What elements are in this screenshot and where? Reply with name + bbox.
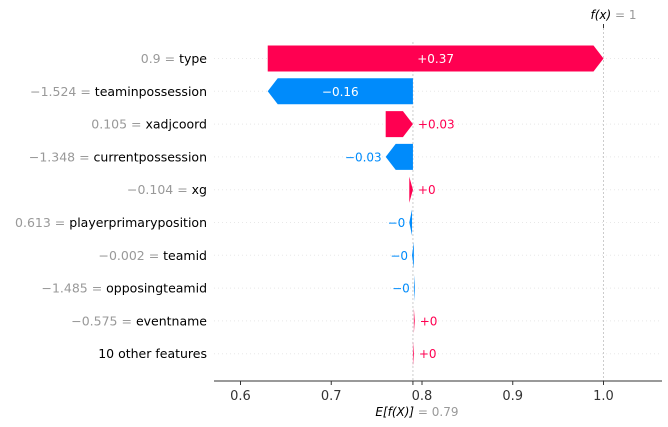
feature-label: 10 other features xyxy=(98,346,207,361)
feature-value: −1.485 = xyxy=(41,281,106,296)
feature-label: 0.105 = xadjcoord xyxy=(91,117,207,132)
contribution-bars: +0.37 −0.16 +0.03 −0.03 +0 −0 −0 −0 +0 +0 xyxy=(267,45,604,367)
feature-label: −1.524 = teaminpossession xyxy=(30,84,207,99)
feature-name: type xyxy=(179,51,207,66)
x-tick-label: 0.9 xyxy=(502,389,523,404)
contribution-label: −0.16 xyxy=(322,85,359,99)
feature-name: xg xyxy=(192,182,207,197)
feature-label: 0.9 = type xyxy=(141,51,208,66)
positive-contribution-bar xyxy=(412,340,414,367)
feature-name: opposingteamid xyxy=(106,281,207,296)
negative-contribution-bar xyxy=(413,275,415,302)
contribution-label: +0 xyxy=(419,347,437,361)
feature-name: teamid xyxy=(163,248,207,263)
positive-contribution-bar xyxy=(385,111,413,138)
contribution-label: −0 xyxy=(390,249,408,263)
contribution-label: −0 xyxy=(388,216,406,230)
negative-contribution-bar xyxy=(385,143,413,170)
negative-contribution-bar xyxy=(409,209,413,236)
output-value-text: f(x) = 1 xyxy=(590,8,636,22)
contribution-label: +0.37 xyxy=(417,52,454,66)
feature-label: −0.002 = teamid xyxy=(98,248,207,263)
feature-value: −1.348 = xyxy=(29,149,94,164)
feature-label: 0.613 = playerprimaryposition xyxy=(15,215,207,230)
feature-name: currentpossession xyxy=(94,149,207,164)
feature-value: 0.9 = xyxy=(141,51,179,66)
feature-label: −1.485 = opposingteamid xyxy=(41,281,207,296)
contribution-label: −0.03 xyxy=(345,150,382,164)
feature-value: 0.105 = xyxy=(91,117,145,132)
feature-value: 0.613 = xyxy=(15,215,69,230)
base-value-label: E[f(X)] = 0.79 xyxy=(375,405,458,419)
negative-contribution-bar xyxy=(412,242,414,269)
x-axis: 0.6 0.7 0.8 0.9 1.0 xyxy=(214,24,662,404)
output-value-label: f(x) = 1 xyxy=(590,8,636,22)
feature-rows: 0.9 = type −1.524 = teaminpossession 0.105… xyxy=(15,28,662,381)
x-tick-label: 1.0 xyxy=(593,389,614,404)
negative-contribution-bar xyxy=(267,78,413,105)
x-tick-label: 0.6 xyxy=(230,389,251,404)
feature-value: −0.002 = xyxy=(98,248,163,263)
feature-name: playerprimaryposition xyxy=(69,215,207,230)
feature-label: −0.104 = xg xyxy=(127,182,207,197)
positive-contribution-bar xyxy=(413,307,415,334)
x-tick-label: 0.7 xyxy=(321,389,342,404)
base-value-text: E[f(X)] = 0.79 xyxy=(375,405,458,419)
feature-value: −1.524 = xyxy=(30,84,95,99)
feature-label: −0.575 = eventname xyxy=(71,313,207,328)
feature-name: xadjcoord xyxy=(146,117,208,132)
feature-value: −0.104 = xyxy=(127,182,192,197)
contribution-label: −0 xyxy=(392,282,410,296)
contribution-label: +0 xyxy=(420,314,438,328)
positive-contribution-bar xyxy=(409,176,413,203)
x-tick-label: 0.8 xyxy=(412,389,433,404)
feature-name: teaminpossession xyxy=(95,84,207,99)
feature-label: −1.348 = currentpossession xyxy=(29,149,207,164)
contribution-label: +0 xyxy=(418,183,436,197)
feature-name: eventname xyxy=(136,313,207,328)
feature-value: −0.575 = xyxy=(71,313,136,328)
feature-name: 10 other features xyxy=(98,346,207,361)
positive-contribution-bar xyxy=(267,45,604,72)
contribution-label: +0.03 xyxy=(418,118,455,132)
